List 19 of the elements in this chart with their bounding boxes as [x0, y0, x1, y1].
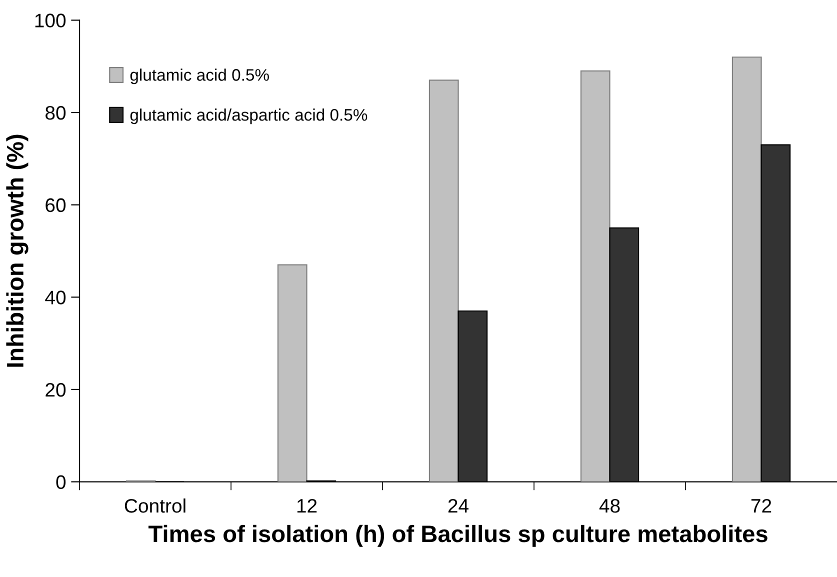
- bar: [428, 80, 459, 482]
- x-tick-label: Control: [124, 498, 186, 513]
- bar: [732, 56, 762, 482]
- x-axis-title: Times of isolation (h) of Bacillus sp culture metabolites: [148, 524, 768, 547]
- legend-label: glutamic acid 0.5%: [130, 68, 269, 84]
- x-tick-label: 24: [448, 498, 469, 513]
- y-tick-label: 100: [35, 14, 66, 28]
- y-tick-label: 40: [45, 290, 66, 304]
- bar: [580, 70, 610, 482]
- legend-label: glutamic acid/aspartic acid 0.5%: [130, 108, 368, 124]
- y-tick-label: 0: [56, 475, 66, 490]
- y-tick-label: 60: [46, 198, 66, 212]
- y-tick-label: 80: [46, 106, 66, 120]
- y-axis-title: Inhibition growth (%): [6, 134, 28, 367]
- y-tick-label: 20: [46, 382, 66, 397]
- x-tick-label: 12: [297, 498, 317, 513]
- bar: [277, 264, 308, 482]
- x-tick-label: 48: [599, 498, 620, 513]
- x-tick-label: 72: [751, 498, 772, 513]
